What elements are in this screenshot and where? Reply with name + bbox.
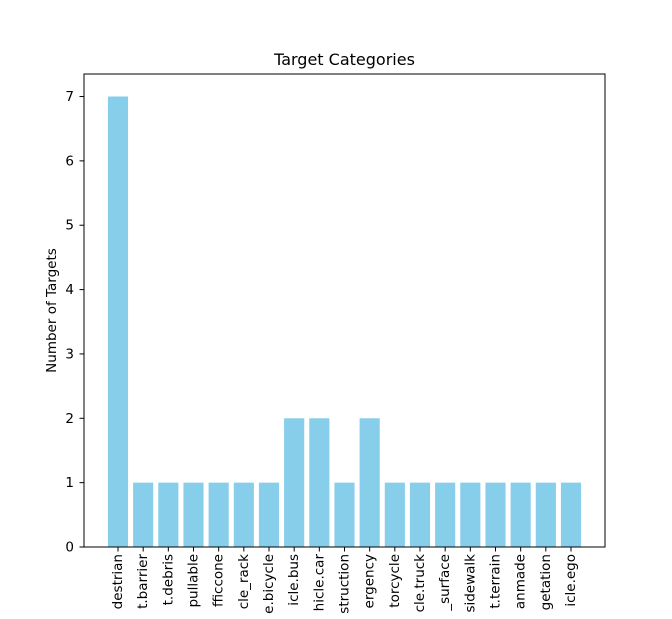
y-axis: 0 1 2 3 4 5 6 7 [65, 89, 84, 556]
x-tick-label: struction [337, 554, 353, 614]
x-tick-label: pullable [186, 554, 202, 608]
x-tick-label: sidewalk [462, 554, 478, 613]
bar [284, 418, 305, 547]
bar [460, 482, 481, 547]
y-tick-label: 0 [65, 540, 74, 556]
plot-frame [83, 73, 606, 548]
bar [183, 482, 204, 547]
bar [510, 482, 531, 547]
bar [133, 482, 154, 547]
x-axis: destrian t.barrier t.debris pullable fficcon… [110, 547, 579, 614]
x-tick-label: t.barrier [135, 554, 151, 609]
x-tick-label: getation [538, 554, 554, 610]
y-tick-label: 1 [65, 475, 74, 491]
y-tick-label: 2 [65, 411, 74, 427]
x-tick-label: destrian [110, 554, 126, 609]
x-tick-label: hicle.car [311, 554, 327, 612]
bar [535, 482, 556, 547]
chart-title: Target Categories [273, 50, 415, 69]
x-tick-label: e.bicycle [261, 554, 277, 614]
x-tick-label: icle.bus [286, 554, 302, 606]
y-tick-label: 7 [65, 89, 74, 105]
bar [309, 418, 330, 547]
bar [409, 482, 431, 547]
x-tick-label: _surface [437, 554, 453, 612]
y-tick-label: 6 [65, 153, 74, 169]
bar [334, 482, 355, 547]
bar [208, 482, 229, 547]
bar [435, 482, 456, 547]
bar [485, 482, 506, 547]
x-tick-label: t.debris [160, 554, 176, 605]
bar [560, 482, 582, 547]
x-tick-label: torcycle [387, 554, 403, 608]
bars-layer [107, 96, 582, 548]
x-tick-label: cle_rack [236, 554, 252, 609]
y-tick-label: 4 [65, 282, 74, 298]
bar [107, 96, 129, 548]
x-tick-label: icle.ego [563, 554, 579, 607]
bar [384, 482, 405, 547]
x-tick-label: cle.truck [412, 554, 428, 613]
bar [258, 482, 280, 547]
bar [359, 418, 380, 547]
y-tick-label: 5 [65, 218, 74, 234]
x-tick-label: t.terrain [488, 554, 504, 609]
bar [233, 482, 254, 547]
bar [158, 482, 179, 547]
x-tick-label: fficcone [211, 554, 227, 607]
y-axis-label: Number of Targets [44, 248, 60, 373]
x-tick-label: ergency [362, 554, 378, 608]
x-tick-label: anmade [513, 554, 529, 609]
y-tick-label: 3 [65, 346, 74, 362]
